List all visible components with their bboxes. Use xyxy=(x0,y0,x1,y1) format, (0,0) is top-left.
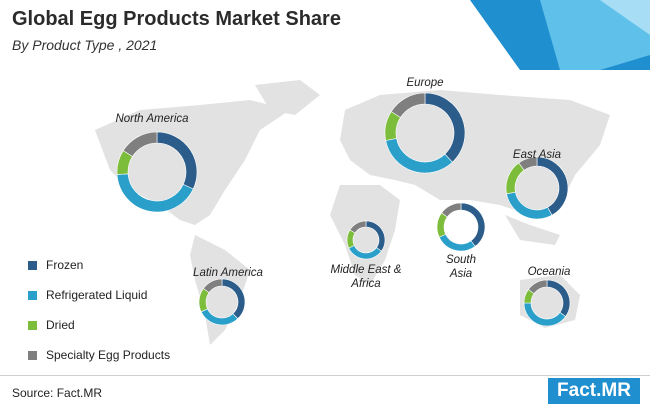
region-label: East Asia xyxy=(512,149,562,161)
legend-item: Dried xyxy=(28,318,75,332)
legend-item: Refrigerated Liquid xyxy=(28,288,147,302)
region-label: Middle East & Africa xyxy=(330,264,402,290)
donut-segment xyxy=(122,131,158,157)
legend-swatch xyxy=(28,320,37,330)
chart-title: Global Egg Products Market Share xyxy=(12,8,341,30)
legend-label: Frozen xyxy=(46,258,84,272)
region-label: Latin America xyxy=(193,267,263,279)
legend-item: Frozen xyxy=(28,258,83,272)
source: Source: Fact.MR xyxy=(12,386,103,400)
donut-segment xyxy=(527,279,548,295)
donut-segment xyxy=(438,233,476,252)
region-label: South Asia xyxy=(445,254,477,280)
donut-segment xyxy=(202,278,223,294)
donut-segment xyxy=(349,220,367,234)
footer-rule xyxy=(0,375,650,376)
header-stripe xyxy=(600,0,650,35)
legend-swatch xyxy=(28,350,37,360)
legend-swatch xyxy=(28,260,37,270)
donut-segment xyxy=(436,212,448,238)
region-label: Europe xyxy=(406,77,444,89)
legend-label: Dried xyxy=(46,318,75,332)
donut-segment xyxy=(390,92,426,118)
legend-label: Refrigerated Liquid xyxy=(46,288,148,302)
chart-subtitle: By Product Type , 2021 xyxy=(12,37,158,53)
region-label: Oceania xyxy=(527,266,571,278)
donut-segment xyxy=(460,202,486,247)
legend-swatch xyxy=(28,290,37,300)
header-stripe xyxy=(540,0,650,70)
legend-item: Specialty Egg Products xyxy=(28,348,170,362)
logo: Fact.MR xyxy=(548,378,640,404)
legend-label: Specialty Egg Products xyxy=(46,348,171,362)
region-label: North America xyxy=(115,113,189,125)
donut-segment xyxy=(518,156,538,171)
donut-segment xyxy=(441,202,462,218)
